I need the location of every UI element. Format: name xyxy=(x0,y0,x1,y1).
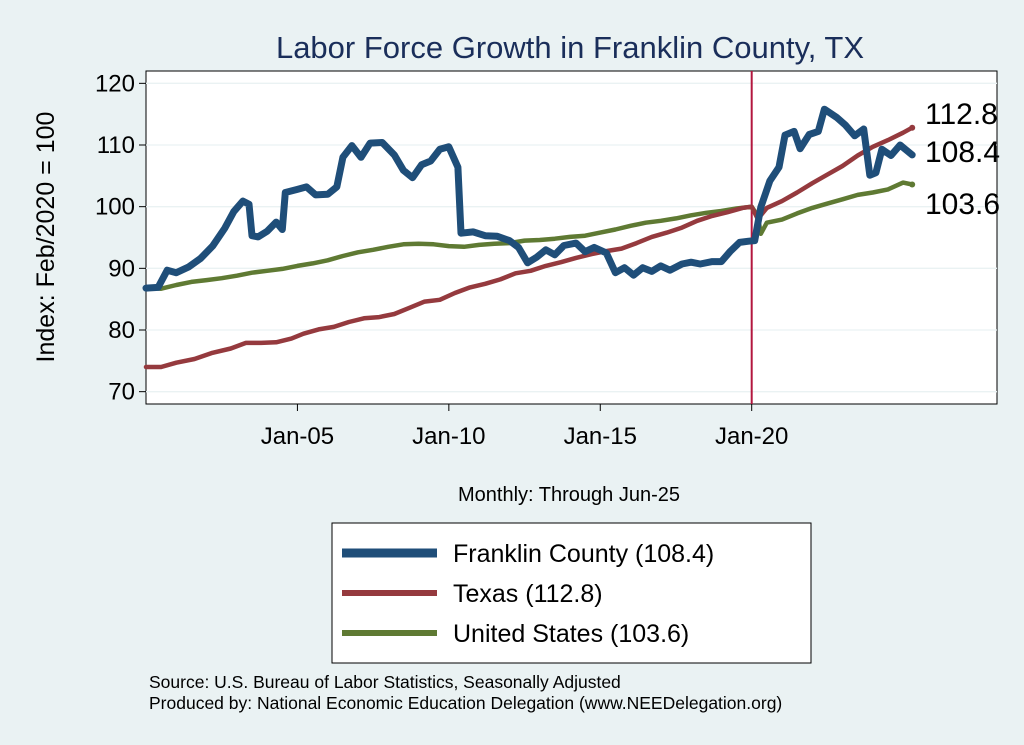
legend-label-franklin-county: Franklin County (108.4) xyxy=(453,540,714,568)
end-label-united-states: 103.6 xyxy=(925,188,1000,221)
x-tick-label: Jan-15 xyxy=(564,423,637,450)
y-axis-ticks: 70 80 90 100 110 120 xyxy=(95,70,146,406)
y-tick-label: 90 xyxy=(108,255,135,282)
chart-title: Labor Force Growth in Franklin County, T… xyxy=(276,30,864,65)
series-line-franklin-county xyxy=(142,105,916,292)
x-tick-label: Jan-05 xyxy=(261,423,334,450)
x-tick-label: Jan-10 xyxy=(412,423,485,450)
series-lines xyxy=(142,105,916,370)
producer-line: Produced by: National Economic Education… xyxy=(149,693,782,713)
end-point-texas xyxy=(909,124,916,131)
end-label-texas: 112.8 xyxy=(925,98,998,131)
end-point-united-states xyxy=(909,181,916,188)
y-tick-label: 120 xyxy=(95,70,135,97)
series-line-texas xyxy=(143,125,915,370)
y-tick-label: 100 xyxy=(95,194,135,221)
end-labels: 108.4 112.8 103.6 xyxy=(909,98,1000,221)
legend-label-united-states: United States (103.6) xyxy=(453,620,689,648)
y-tick-label: 70 xyxy=(108,379,135,406)
x-axis-caption: Monthly: Through Jun-25 xyxy=(458,484,680,506)
x-tick-label: Jan-20 xyxy=(715,423,788,450)
legend: Franklin County (108.4) Texas (112.8) Unit… xyxy=(342,540,714,648)
source-line: Source: U.S. Bureau of Labor Statistics,… xyxy=(149,672,621,692)
y-tick-label: 110 xyxy=(97,132,135,159)
y-tick-label: 80 xyxy=(108,317,135,344)
end-point-franklin-county xyxy=(909,151,916,158)
x-axis-ticks: Jan-05 Jan-10 Jan-15 Jan-20 xyxy=(261,404,788,450)
y-axis-label: Index: Feb/2020 = 100 xyxy=(32,112,60,363)
legend-label-texas: Texas (112.8) xyxy=(453,580,603,608)
end-label-franklin-county: 108.4 xyxy=(925,136,1000,169)
series-line-united-states xyxy=(143,180,915,291)
